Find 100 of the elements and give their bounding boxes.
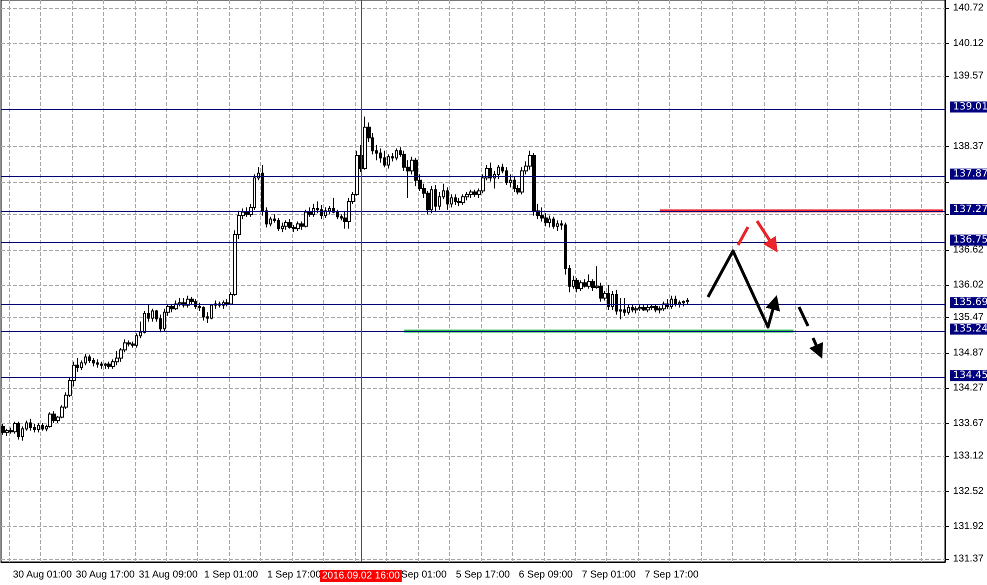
candlestick [320, 204, 323, 220]
candlestick [190, 296, 194, 304]
ref-line-label: 134.45 [953, 370, 987, 382]
y-tick-label: 134.27 [953, 382, 984, 394]
candlestick [379, 148, 382, 164]
candlestick [104, 362, 107, 370]
x-tick-label: 1 Sep 17:00 [267, 570, 322, 580]
candlestick [202, 306, 205, 321]
candlestick [92, 358, 95, 367]
candlestick [631, 304, 634, 313]
candlestick [41, 422, 44, 432]
y-tick-label: 139.57 [953, 70, 984, 82]
x-tick-label: 7 Sep 17:00 [644, 570, 700, 580]
candlestick [84, 354, 87, 366]
y-tick-label: 140.12 [953, 38, 984, 50]
candlestick [446, 186, 449, 210]
candlestick [556, 220, 559, 232]
candlestick [642, 303, 646, 312]
x-tick-label: 30 Aug 01:00 [12, 570, 72, 580]
ref-line-label: 137.87 [953, 168, 987, 180]
candlestick [151, 308, 154, 322]
candlestick [646, 304, 650, 313]
candlestick [115, 350, 119, 366]
candlestick [548, 215, 551, 228]
candlestick [607, 284, 610, 310]
candlestick [288, 218, 292, 230]
candlestick [107, 361, 111, 370]
candlestick [387, 154, 390, 169]
candlestick [473, 189, 477, 198]
candlestick [17, 421, 20, 440]
y-tick-label: 133.67 [953, 418, 984, 430]
candlestick [304, 209, 308, 228]
x-tick-label: 6 Sep 09:00 [518, 570, 574, 580]
ref-line-label: 135.69 [953, 297, 987, 308]
candlestick [583, 278, 587, 288]
x-tick-label: 30 Aug 17:00 [76, 570, 136, 580]
candlestick [434, 184, 437, 212]
y-tick-label: 131.37 [953, 554, 984, 565]
candlestick [579, 280, 583, 292]
candlestick [465, 192, 469, 201]
x-tick-label: 5 Sep 17:00 [456, 570, 510, 580]
candlestick [178, 298, 182, 307]
candlestick [674, 295, 677, 307]
candlestick [454, 194, 457, 206]
x-tick-label: 7 Sep 01:00 [582, 570, 636, 580]
y-tick-label: 136.02 [953, 280, 984, 291]
candlestick [634, 306, 638, 314]
candlestick [296, 221, 300, 232]
candlestick [457, 197, 461, 207]
candlestick [540, 206, 544, 222]
candlestick [414, 157, 418, 187]
ref-line-label: 137.27 [953, 204, 987, 215]
candlestick [575, 278, 579, 293]
candlestick [395, 148, 398, 161]
candlestick [170, 303, 174, 313]
candlestick [96, 358, 99, 368]
y-tick-label: 135.47 [953, 312, 984, 324]
candlestick [210, 303, 213, 320]
candlestick [284, 220, 288, 230]
ref-line-label: 139.01 [953, 101, 987, 112]
ref-line-label: 136.75 [953, 234, 987, 246]
candlestick [37, 422, 40, 433]
y-tick-label: 136.62 [953, 244, 984, 256]
candlestick [658, 306, 662, 314]
candlestick [678, 300, 681, 308]
candlestick [5, 428, 9, 436]
y-tick-label: 133.12 [953, 450, 984, 462]
candlestick [48, 412, 52, 428]
y-tick-label: 132.52 [953, 486, 984, 497]
candlestick [654, 303, 658, 313]
y-tick-label: 131.92 [953, 521, 984, 532]
candlestick [686, 298, 689, 304]
candlestick [650, 303, 654, 310]
candlestick [461, 194, 465, 206]
candlestick [29, 418, 32, 432]
candlestick [505, 166, 508, 186]
candlestick [638, 304, 642, 312]
candlestick [469, 189, 473, 198]
candlestick [552, 216, 555, 230]
candlestick [682, 300, 685, 307]
x-tick-label: 2016.09.02 16:00 [322, 570, 400, 582]
candlestick [532, 152, 536, 216]
y-tick-label: 138.37 [953, 141, 984, 152]
candlestick [513, 176, 516, 193]
x-tick-label: 31 Aug 09:00 [138, 570, 198, 580]
candlestick [670, 295, 673, 310]
candlestick [52, 410, 56, 424]
candlestick [363, 116, 367, 170]
candlestick [615, 289, 618, 316]
candlestick [383, 150, 386, 168]
candlestick [277, 217, 280, 232]
candlestick [623, 298, 626, 316]
candlestick [163, 308, 166, 332]
y-tick-label: 140.72 [953, 2, 984, 14]
candlestick [245, 206, 249, 218]
candlestick [100, 361, 103, 370]
y-tick-label: 134.87 [953, 347, 984, 358]
candlestick [430, 186, 433, 214]
candlestick [281, 222, 284, 233]
candlestick [88, 354, 91, 364]
